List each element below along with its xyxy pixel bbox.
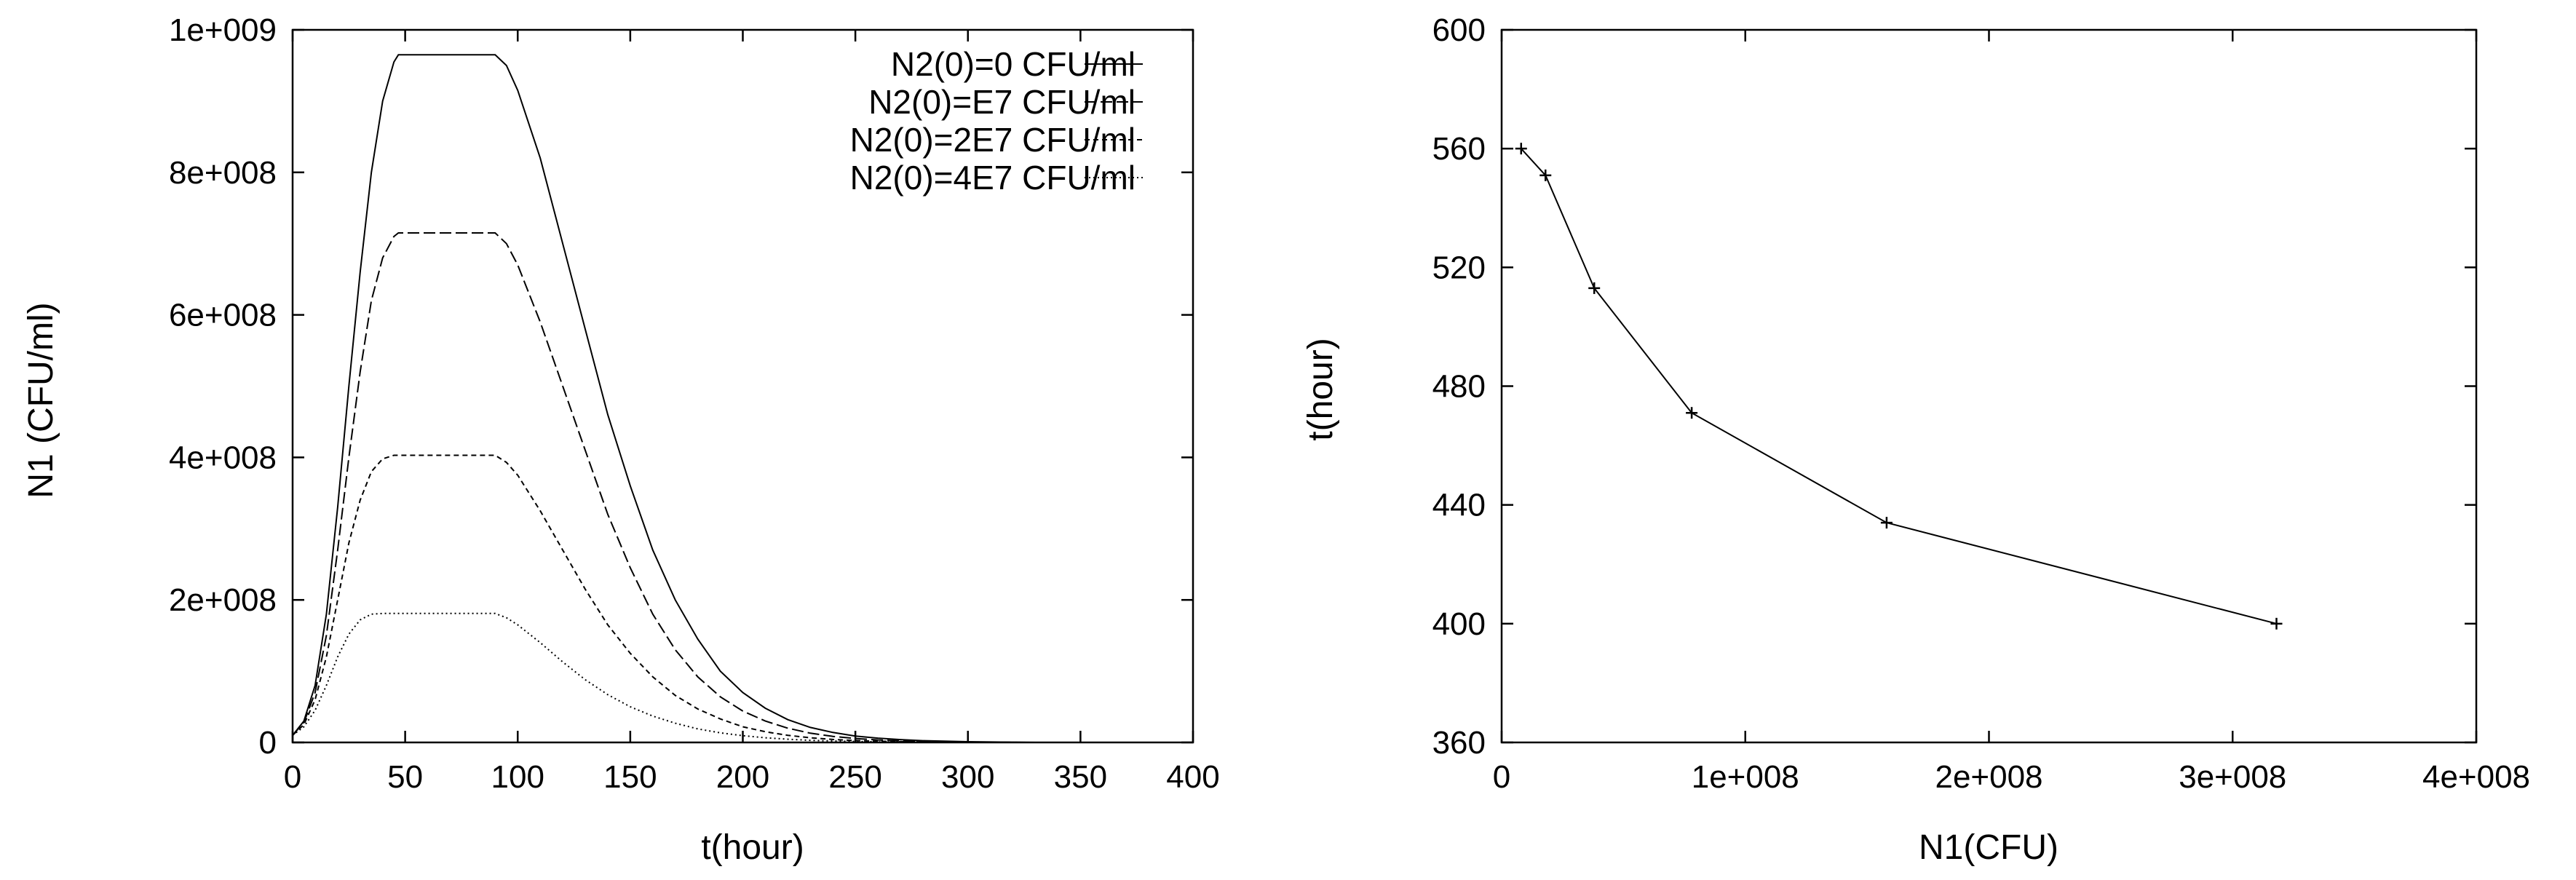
x-tick-label: 300 xyxy=(941,759,994,795)
data-point xyxy=(2270,617,2283,630)
series-line xyxy=(1521,148,2277,625)
data-point xyxy=(1588,282,1601,294)
data-point xyxy=(1880,517,1893,529)
series-line xyxy=(292,612,1036,743)
y-tick-label: 1e+009 xyxy=(169,12,277,48)
y-tick-label: 520 xyxy=(1432,250,1486,285)
y-tick-label: 6e+008 xyxy=(169,298,277,333)
x-tick-label: 250 xyxy=(828,759,881,795)
y-tick-label: 560 xyxy=(1432,131,1486,167)
series-line xyxy=(292,232,1036,743)
x-tick-label: 100 xyxy=(491,759,544,795)
x-tick-label: 350 xyxy=(1054,759,1107,795)
y-tick-label: 400 xyxy=(1432,606,1486,642)
plot-frame xyxy=(1500,28,2478,744)
x-tick-label: 400 xyxy=(1166,759,1219,795)
legend-label: N2(0)=2E7 CFU/ml xyxy=(850,121,1136,159)
y-axis-label: t(hour) xyxy=(1301,338,1340,440)
y-tick-label: 360 xyxy=(1432,725,1486,761)
y-tick-label: 480 xyxy=(1432,369,1486,405)
data-point xyxy=(1515,143,1527,155)
y-tick-label: 4e+008 xyxy=(169,440,277,475)
chart-n1-vs-time: N1 (CFU/ml) t(hour) 0 50 100 150 200 250 300 35… xyxy=(22,12,1220,867)
x-tick-label: 200 xyxy=(716,759,769,795)
x-tick-label: 4e+008 xyxy=(2422,759,2530,795)
x-tick-label: 0 xyxy=(1493,759,1510,795)
x-tick-label: 1e+008 xyxy=(1692,759,1799,795)
data-point xyxy=(1686,407,1698,419)
series-line xyxy=(292,454,1036,743)
legend-label: N2(0)=4E7 CFU/ml xyxy=(850,159,1136,197)
y-tick-label: 0 xyxy=(259,725,277,761)
y-tick-label: 8e+008 xyxy=(169,155,277,191)
y-tick-label: 2e+008 xyxy=(169,582,277,618)
x-tick-label: 50 xyxy=(387,759,423,795)
x-axis-label: t(hour) xyxy=(701,828,804,867)
series-line xyxy=(292,54,1036,743)
chart-time-vs-n1: t(hour) N1(CFU) 0 1e+008 2e+008 3e+008 4e+00… xyxy=(1301,12,2530,867)
x-tick-label: 150 xyxy=(603,759,657,795)
y-axis-label: N1 (CFU/ml) xyxy=(22,302,60,498)
y-tick-label: 600 xyxy=(1432,12,1486,48)
x-tick-label: 3e+008 xyxy=(2179,759,2286,795)
y-tick-label: 440 xyxy=(1432,488,1486,523)
x-tick-label: 2e+008 xyxy=(1935,759,2042,795)
x-axis-label: N1(CFU) xyxy=(1919,828,2058,867)
data-point xyxy=(1539,169,1552,181)
x-tick-label: 0 xyxy=(284,759,301,795)
